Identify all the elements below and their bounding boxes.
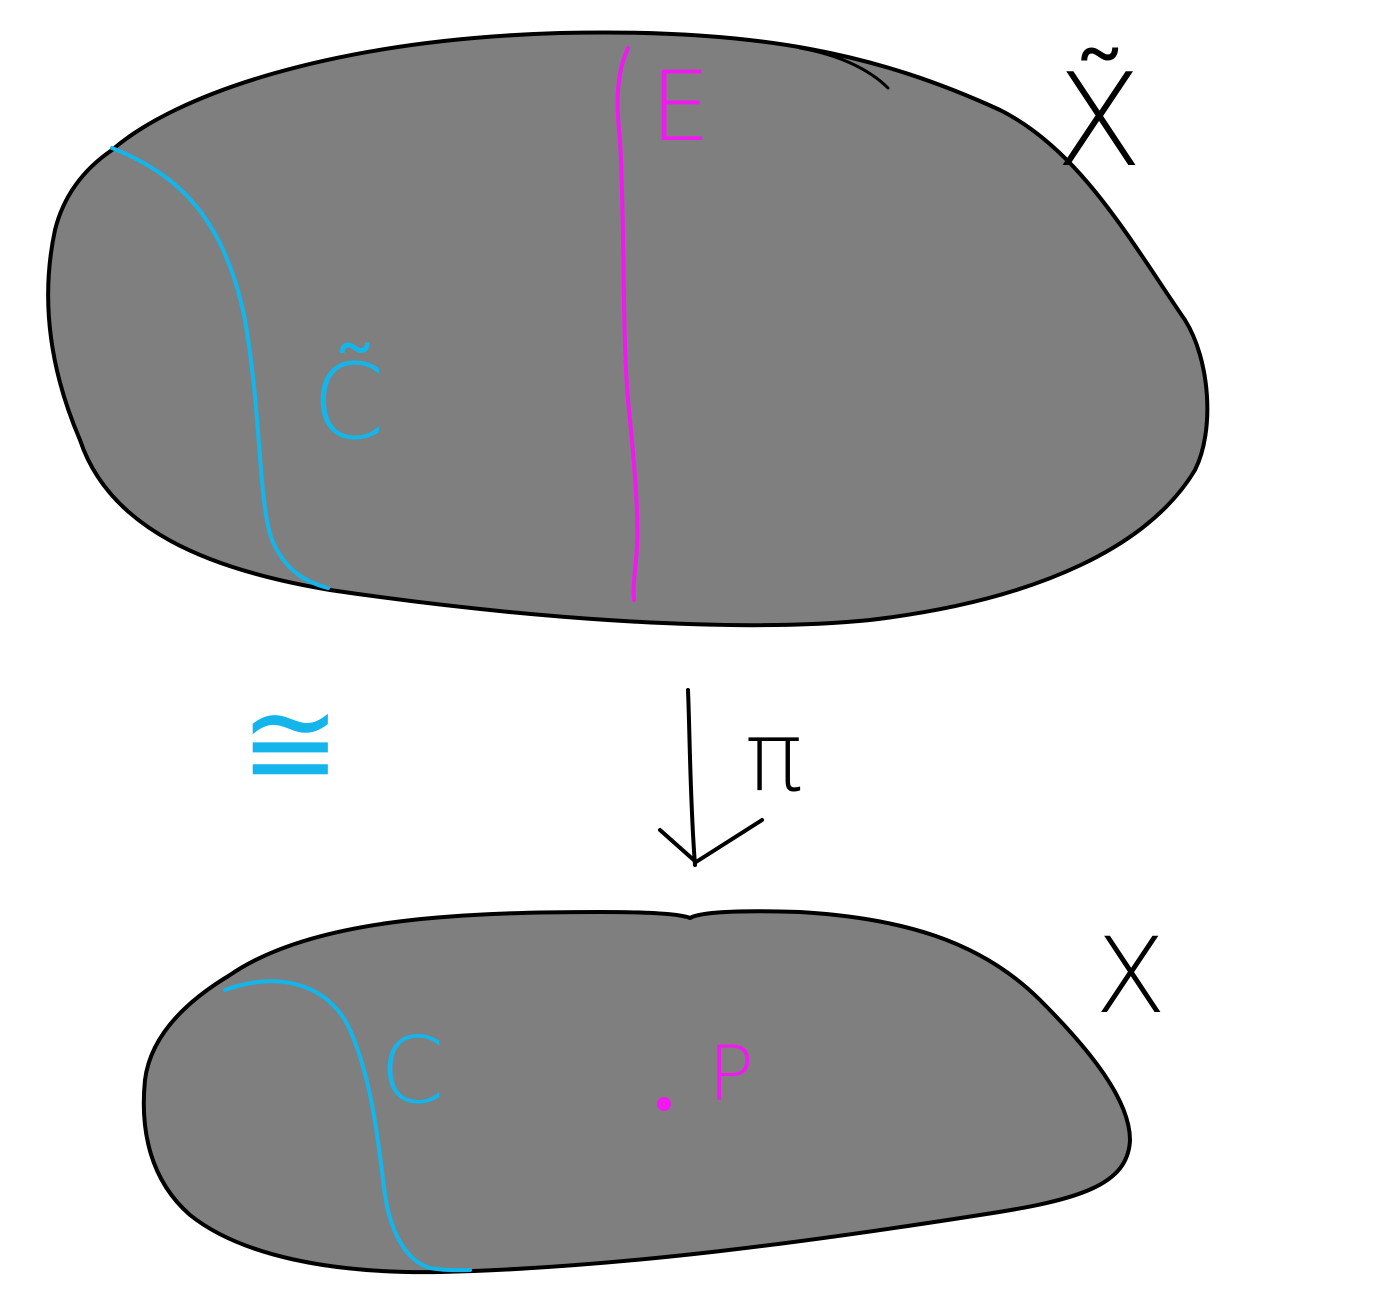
top-outline-flick xyxy=(798,46,890,90)
divisor-label-e: E xyxy=(650,51,711,163)
curve-c xyxy=(223,979,472,1273)
bottom-surface: C P X xyxy=(141,909,1166,1275)
curve-c-tilde xyxy=(110,146,330,590)
curve-label-c: C xyxy=(380,1017,444,1124)
arrow-head xyxy=(658,818,764,864)
arrow-shaft xyxy=(686,688,697,867)
surface-label-x: X xyxy=(1095,915,1166,1037)
top-surface-blob xyxy=(46,30,1210,628)
map-arrow xyxy=(658,688,764,867)
bottom-surface-blob xyxy=(141,909,1132,1275)
surface-label-x-tilde: X̃ xyxy=(1055,47,1143,196)
top-surface: E C̃ X̃ xyxy=(46,30,1210,628)
map-label-pi: π xyxy=(745,701,803,813)
point-p-dot xyxy=(657,1097,671,1111)
curve-label-c-tilde: C̃ xyxy=(312,341,385,463)
isomorphism-symbol: ≅ xyxy=(240,675,341,814)
exceptional-divisor-e xyxy=(615,46,640,602)
point-label-p: P xyxy=(708,1029,754,1118)
